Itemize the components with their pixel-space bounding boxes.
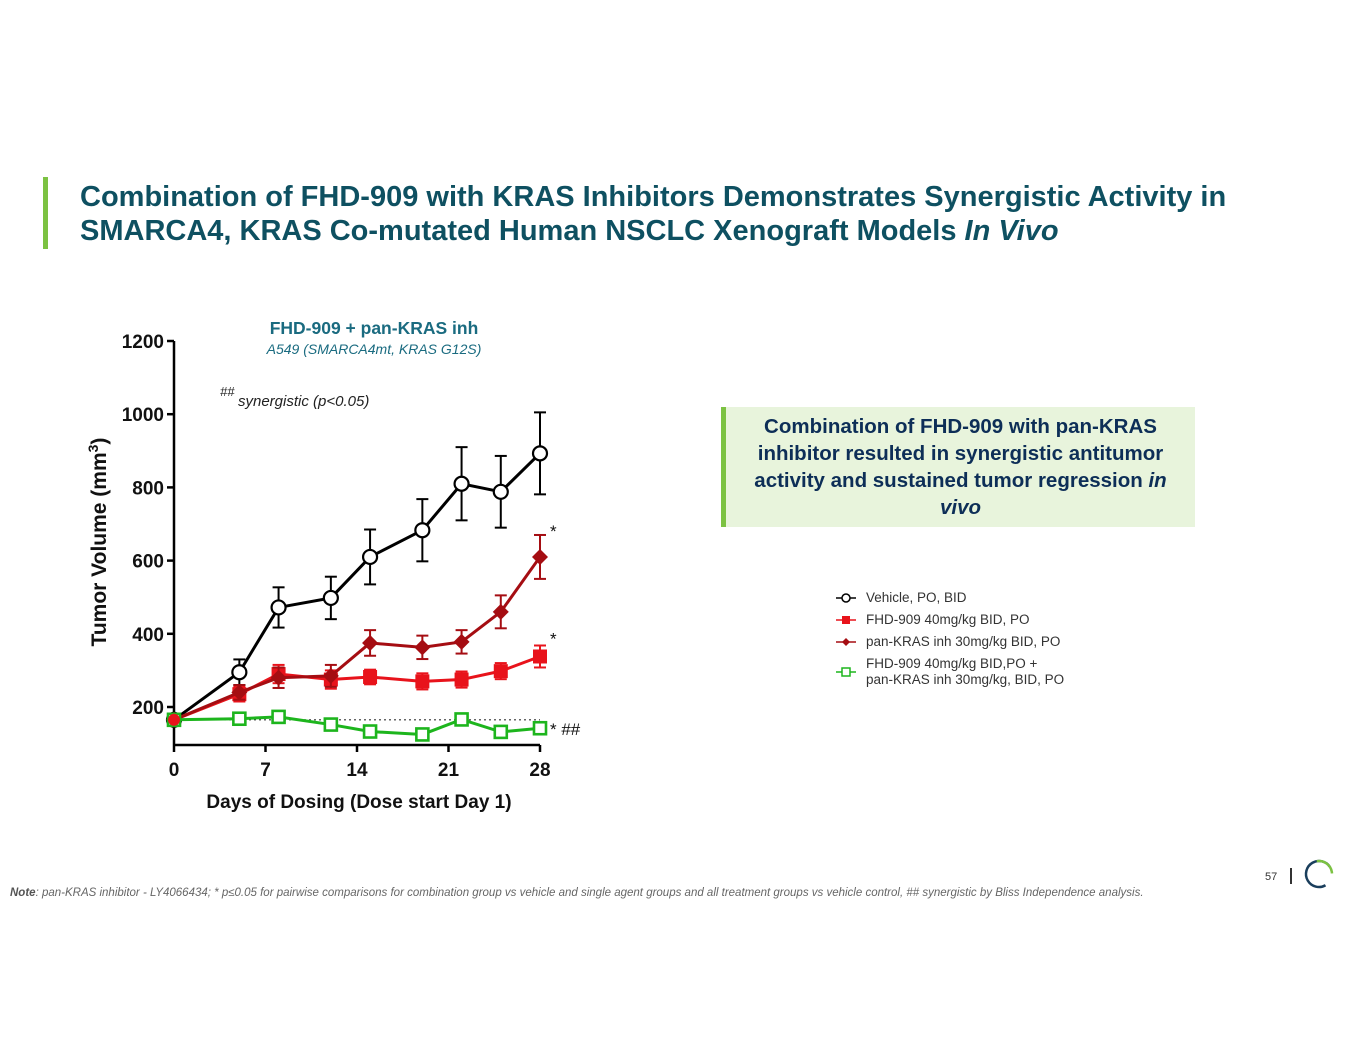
y-tick-label: 200 [132, 698, 164, 719]
data-point [231, 664, 248, 681]
x-axis-label: Days of Dosing (Dose start Day 1) [206, 792, 511, 813]
data-point [323, 717, 339, 732]
annotation-text: synergistic (p<0.05) [238, 393, 369, 410]
data-point [453, 475, 470, 492]
data-point [415, 674, 430, 689]
data-point [232, 711, 247, 727]
origin-point [168, 713, 180, 726]
y-axis-label: Tumor Volume (mm3) [85, 438, 111, 647]
title-accent-bar [43, 177, 48, 249]
data-point [271, 709, 286, 725]
data-point [492, 603, 509, 620]
series-line [173, 556, 542, 722]
data-point [362, 634, 379, 651]
key-finding-callout: Combination of FHD-909 with pan-KRAS inh… [721, 407, 1195, 527]
data-point [454, 672, 469, 687]
data-point [231, 684, 248, 701]
legend-item-vehicle: Vehicle, PO, BID [836, 590, 1064, 606]
significance-label: * [550, 629, 557, 648]
chart-subtitle: A549 (SMARCA4mt, KRAS G12S) [266, 341, 482, 357]
data-point [532, 720, 548, 736]
significance-label: * [550, 522, 557, 541]
y-tick-label: 1000 [122, 405, 164, 426]
significance-label: * ## [550, 720, 581, 739]
x-tick-label: 14 [346, 760, 368, 781]
page-separator [1290, 868, 1292, 884]
data-point [414, 639, 431, 656]
tumor-volume-chart: 200 400 600 800 1000 1200 0 7 14 21 28 Days of Dosi… [85, 318, 581, 813]
data-point [270, 599, 287, 616]
legend-item-fhd909: FHD-909 40mg/kg BID, PO [836, 612, 1064, 628]
slide-title: Combination of FHD-909 with KRAS Inhibit… [80, 181, 1227, 247]
legend-label: FHD-909 40mg/kg BID, PO [866, 612, 1030, 627]
data-point [414, 522, 431, 539]
data-point [493, 664, 508, 679]
data-point [362, 724, 378, 739]
series-line [173, 452, 542, 722]
data-point [454, 712, 469, 727]
page-number: 57 [1265, 871, 1278, 883]
legend-item-combination: FHD-909 40mg/kg BID,PO + pan-KRAS inh 30m… [836, 656, 1064, 688]
data-point [270, 669, 287, 686]
x-tick-label: 7 [260, 760, 271, 781]
data-point [322, 589, 339, 607]
square-marker-icon [836, 616, 856, 624]
data-point [322, 667, 339, 684]
x-tick-label: 28 [529, 760, 550, 781]
series-line [173, 655, 541, 722]
legend-label: Vehicle, PO, BID [866, 590, 967, 605]
data-point [363, 669, 378, 684]
data-point [532, 548, 548, 565]
data-point [415, 727, 430, 742]
diamond-marker-icon [836, 638, 856, 646]
y-tick-label: 400 [132, 625, 164, 646]
x-tick-label: 0 [169, 760, 180, 781]
footnote: Note: pan-KRAS inhibitor - LY4066434; * … [10, 887, 1144, 899]
data-point [453, 633, 470, 650]
data-point [493, 724, 509, 740]
legend-label: pan-KRAS inh 30mg/kg BID, PO [866, 634, 1061, 649]
chart-title: FHD-909 + pan-KRAS inh [270, 318, 479, 338]
company-logo-icon [1304, 859, 1334, 889]
legend-item-pankras: pan-KRAS inh 30mg/kg BID, PO [836, 634, 1064, 650]
x-tick-label: 21 [438, 760, 460, 781]
open-square-marker-icon [836, 667, 856, 677]
data-point [533, 649, 547, 664]
open-circle-marker-icon [836, 593, 856, 603]
chart-legend: Vehicle, PO, BID FHD-909 40mg/kg BID, PO… [836, 590, 1064, 694]
legend-label: FHD-909 40mg/kg BID,PO + pan-KRAS inh 30m… [866, 656, 1065, 687]
data-point [361, 548, 379, 566]
y-tick-label: 600 [132, 552, 164, 573]
annotation-prefix: ## [220, 384, 235, 399]
y-tick-label: 1200 [122, 332, 164, 353]
data-point [531, 445, 549, 462]
y-tick-label: 800 [132, 478, 164, 499]
data-point [492, 483, 509, 500]
